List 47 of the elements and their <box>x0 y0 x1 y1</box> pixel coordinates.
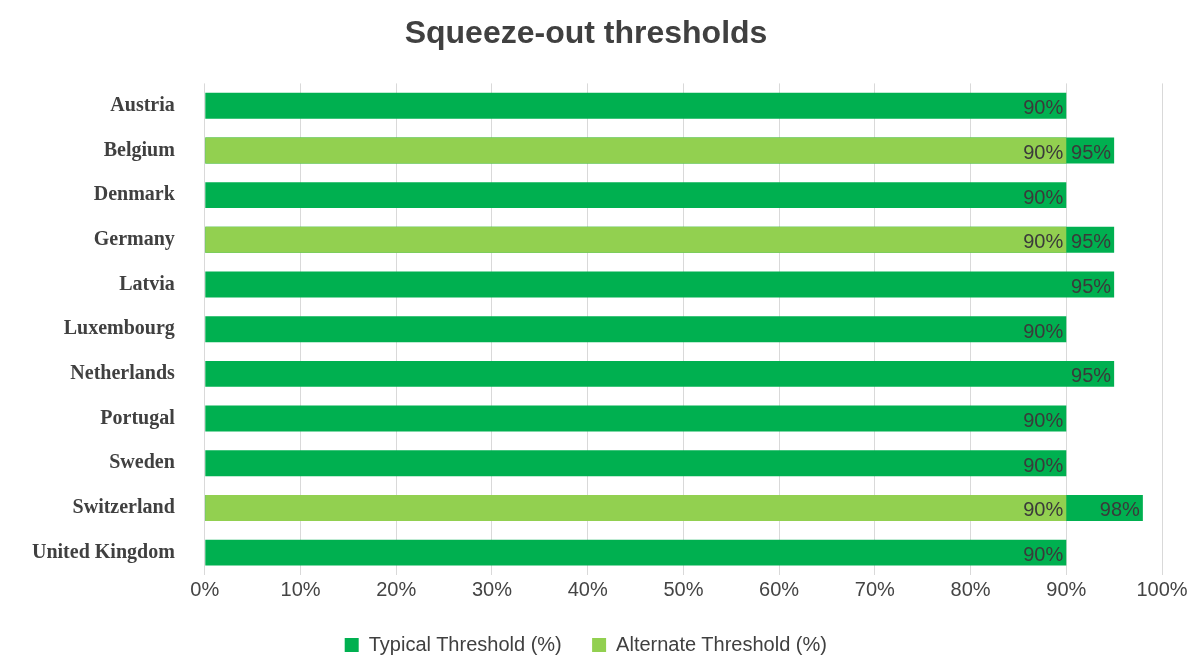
y-tick-label: Switzerland <box>72 495 175 518</box>
data-label: 98% <box>1099 498 1141 521</box>
y-tick-label: Belgium <box>103 137 176 161</box>
bar <box>205 450 1067 477</box>
y-tick-label: Latvia <box>119 271 175 294</box>
x-tick-label: 90% <box>1046 577 1087 600</box>
y-tick-label: Austria <box>110 92 175 115</box>
data-label: 95% <box>1071 230 1112 253</box>
data-label: 90% <box>1023 96 1064 119</box>
y-tick-label: Portugal <box>100 405 176 429</box>
bar <box>205 539 1067 566</box>
data-label: 90% <box>1023 543 1064 566</box>
y-tick-label: Sweden <box>109 450 175 473</box>
x-tick-label: 0% <box>190 577 220 600</box>
x-tick-label: 60% <box>759 577 800 600</box>
data-label: 90% <box>1023 453 1064 476</box>
y-tick-label: Netherlands <box>70 361 176 384</box>
data-label: 90% <box>1023 409 1064 432</box>
bar <box>205 182 1067 209</box>
x-tick-label: 100% <box>1136 577 1188 600</box>
x-tick-label: 50% <box>663 577 704 600</box>
data-label: 90% <box>1023 185 1064 208</box>
bar <box>205 92 1067 119</box>
y-tick-label: Germany <box>93 226 175 250</box>
y-tick-label: Denmark <box>93 182 176 205</box>
x-tick-label: 10% <box>280 577 321 600</box>
bar <box>205 271 1115 298</box>
data-label: 95% <box>1071 140 1112 163</box>
data-label: 95% <box>1071 364 1112 387</box>
data-label: 90% <box>1023 319 1064 342</box>
legend-label: Alternate Threshold (%) <box>616 632 827 655</box>
y-tick-label: Luxembourg <box>63 316 175 340</box>
data-label: 90% <box>1023 498 1064 521</box>
bar <box>205 360 1115 387</box>
data-label: 90% <box>1023 140 1064 163</box>
x-tick-label: 80% <box>950 577 991 600</box>
bar <box>205 405 1067 432</box>
data-label: 90% <box>1023 230 1064 253</box>
x-tick-label: 30% <box>471 577 513 600</box>
legend-label: Typical Threshold (%) <box>368 632 562 655</box>
data-label: 95% <box>1071 275 1112 298</box>
chart-title: Squeeze-out thresholds <box>404 14 768 51</box>
y-tick-label: United Kingdom <box>31 539 176 563</box>
bar <box>205 316 1067 343</box>
x-tick-label: 20% <box>376 577 417 600</box>
x-tick-label: 70% <box>854 577 896 600</box>
x-tick-label: 40% <box>567 577 608 600</box>
